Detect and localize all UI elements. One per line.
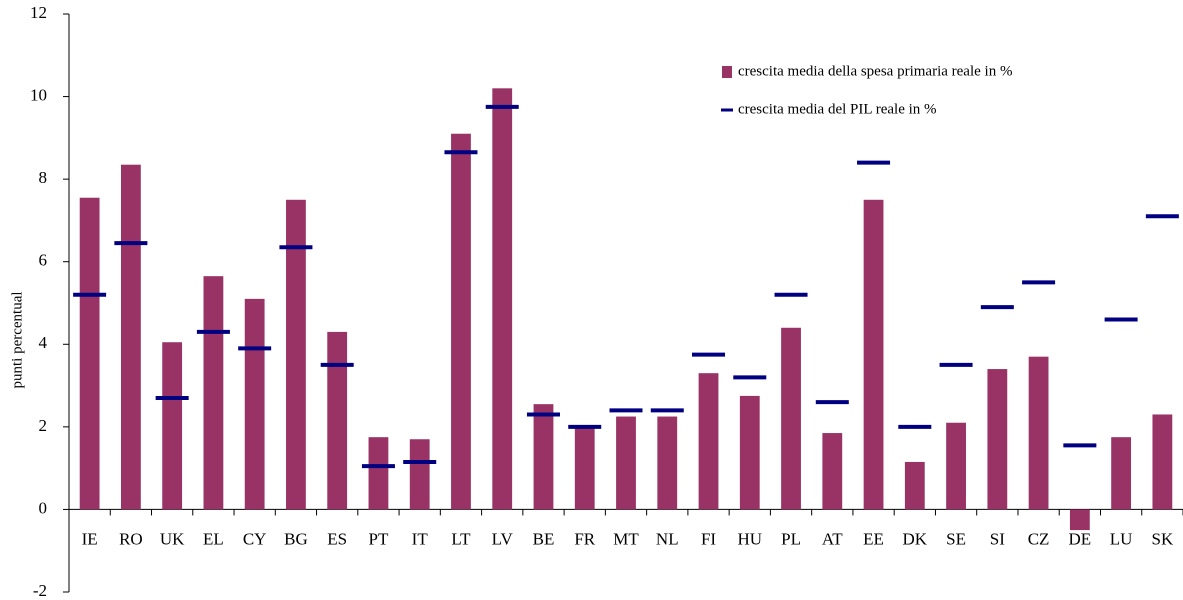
x-tick-label: NL	[656, 529, 679, 548]
x-tick-label: SE	[946, 529, 966, 548]
bar	[657, 416, 678, 510]
x-tick-label: MT	[613, 529, 639, 548]
bar	[863, 199, 884, 510]
bar	[987, 369, 1008, 510]
y-axis-label: punti percentual	[9, 291, 25, 388]
bar	[822, 433, 843, 510]
y-tick-label: 2	[39, 416, 48, 435]
x-tick-label: FR	[574, 529, 595, 548]
bar	[286, 199, 306, 510]
x-tick-label: EL	[203, 529, 224, 548]
bar	[244, 298, 265, 510]
bar	[120, 164, 141, 510]
x-tick-label: FI	[701, 529, 716, 548]
bar	[203, 276, 224, 510]
bar	[533, 404, 554, 510]
x-tick-label: DE	[1069, 529, 1092, 548]
y-tick-label: 4	[39, 333, 48, 352]
bar	[1069, 509, 1090, 531]
x-tick-label: IE	[82, 529, 98, 548]
x-tick-label: PL	[781, 529, 801, 548]
bar	[1111, 437, 1132, 510]
x-tick-label: CY	[243, 529, 267, 548]
bar	[1028, 356, 1049, 510]
legend-label: crescita media del PIL reale in %	[738, 101, 937, 117]
bar	[162, 342, 183, 510]
bar	[781, 327, 801, 510]
y-tick-label: -2	[33, 581, 47, 600]
bar	[409, 439, 430, 510]
x-tick-label: CZ	[1028, 529, 1050, 548]
x-tick-label: PT	[369, 529, 389, 548]
x-tick-label: UK	[160, 529, 185, 548]
bar	[327, 331, 348, 510]
x-tick-label: LV	[492, 529, 514, 548]
legend-label: crescita media della spesa primaria real…	[738, 63, 1012, 79]
bar	[739, 395, 760, 510]
x-tick-label: HU	[737, 529, 762, 548]
legend-swatch	[722, 66, 732, 78]
x-tick-label: RO	[119, 529, 143, 548]
y-tick-label: 0	[39, 498, 48, 517]
x-tick-label: BE	[533, 529, 555, 548]
bar	[1152, 414, 1173, 510]
y-tick-label: 10	[30, 85, 47, 104]
bar	[574, 426, 595, 510]
y-tick-label: 6	[39, 251, 48, 270]
x-tick-label: ES	[327, 529, 347, 548]
bar	[368, 437, 389, 510]
x-tick-label: SK	[1152, 529, 1174, 548]
x-tick-label: IT	[412, 529, 429, 548]
bar	[616, 416, 636, 510]
y-tick-label: 8	[39, 168, 48, 187]
bar	[492, 88, 513, 510]
x-tick-label: DK	[903, 529, 928, 548]
bar	[946, 422, 966, 510]
x-tick-label: BG	[284, 529, 308, 548]
x-tick-label: SI	[990, 529, 1005, 548]
x-tick-label: AT	[822, 529, 843, 548]
x-tick-label: EE	[863, 529, 884, 548]
bar	[904, 461, 925, 510]
bar	[451, 133, 471, 510]
bar	[698, 373, 719, 510]
bar	[79, 197, 100, 510]
x-tick-label: LT	[451, 529, 471, 548]
y-tick-label: 12	[30, 3, 47, 22]
x-tick-label: LU	[1110, 529, 1133, 548]
